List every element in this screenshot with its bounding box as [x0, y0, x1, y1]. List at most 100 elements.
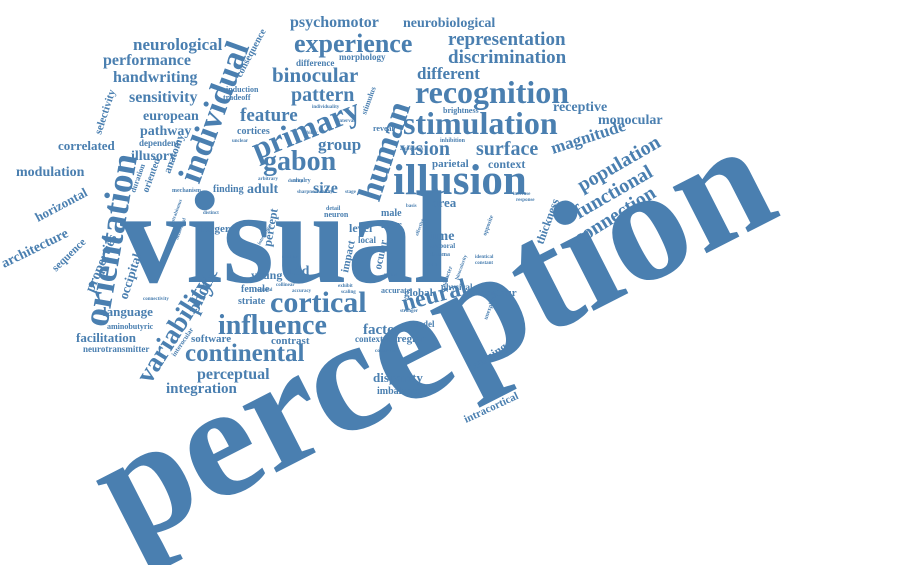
- word-contour: contour: [480, 287, 517, 299]
- word-perceptual: perceptual: [197, 366, 270, 383]
- word-discrimination: discrimination: [448, 47, 567, 68]
- word-effective: effective: [415, 218, 426, 237]
- word-software: software: [191, 333, 231, 345]
- word-healthy: healthy: [317, 190, 333, 195]
- word-stimulation: stimulation: [403, 105, 558, 141]
- word-male: male: [381, 208, 402, 219]
- word-factor: factor: [363, 322, 402, 338]
- word-stimulus: stimulus: [359, 85, 377, 115]
- word-reveal: reveal: [373, 124, 395, 133]
- word-arbitrary: arbitrary: [258, 177, 278, 182]
- word-parietal: parietal: [432, 158, 469, 170]
- word-receptive: receptive: [553, 100, 607, 115]
- word-neurological: neurological: [133, 35, 223, 54]
- word-pattern: pattern: [291, 84, 354, 106]
- word-field: field: [283, 264, 310, 279]
- word-ambiguous: ambiguous: [400, 147, 423, 152]
- word-collinear: collinear: [276, 283, 295, 288]
- word-accurate: accurate: [381, 286, 411, 295]
- word-scaling: scaling: [341, 290, 356, 295]
- word-facilitation: facilitation: [76, 330, 137, 345]
- word-finding: finding: [213, 184, 244, 195]
- word-distinct: distinct: [203, 211, 219, 216]
- word-unclear: unclear: [232, 139, 249, 144]
- word-cortical: cortical: [270, 286, 367, 319]
- word-female: female: [241, 284, 270, 295]
- word-vision: vision: [400, 138, 450, 160]
- word-reflect: reflect: [384, 273, 398, 278]
- word-neurotransmitter: neurotransmitter: [83, 344, 149, 354]
- word-adult: adult: [247, 182, 278, 197]
- word-time: time: [428, 229, 454, 244]
- word-aminobutyric: aminobutyric: [107, 322, 154, 331]
- word-striate: striate: [238, 296, 266, 307]
- word-modulation: modulation: [16, 165, 85, 180]
- word-induction: induction: [226, 85, 259, 94]
- word-different: different: [417, 64, 480, 83]
- word-surface: surface: [476, 138, 538, 160]
- word-selectivity: selectivity: [92, 88, 118, 136]
- word-response: response: [516, 198, 535, 203]
- word-integration: integration: [166, 381, 237, 397]
- word-detail: detail: [326, 206, 341, 212]
- word-smaller: smaller: [282, 255, 299, 260]
- word-cortices: cortices: [237, 126, 270, 137]
- word-young: young: [251, 268, 282, 282]
- word-chiasma: chiasma: [429, 252, 450, 258]
- word-gabon: gabon: [263, 146, 337, 177]
- word-conscious: conscious: [375, 349, 395, 354]
- word-european: european: [143, 109, 199, 124]
- word-monocular: monocular: [598, 113, 663, 128]
- word-physical: physical: [441, 282, 473, 292]
- word-disparity: disparity: [373, 370, 423, 385]
- word-experience: experience: [294, 29, 412, 58]
- word-identical: identical: [475, 255, 494, 260]
- word-language: language: [103, 304, 153, 319]
- word-brightness: brightness: [443, 106, 479, 115]
- word-influence: influence: [218, 310, 327, 341]
- word-stronger: stronger: [400, 309, 419, 314]
- word-global: global: [404, 287, 433, 299]
- word-area: area: [432, 195, 457, 210]
- word-neuron: neuron: [324, 210, 349, 219]
- word-sensitivity: sensitivity: [129, 89, 197, 106]
- word-interval: interval: [338, 119, 355, 124]
- word-dependent: dependent: [139, 138, 179, 148]
- word-neurobiological: neurobiological: [403, 16, 495, 31]
- word-accuracy: accuracy: [292, 289, 312, 294]
- word-representation: representation: [448, 29, 566, 50]
- word-larger: larger: [201, 223, 230, 235]
- word-mechanism: mechanism: [172, 188, 201, 194]
- word-recognition: recognition: [415, 74, 569, 110]
- word-local: local: [358, 235, 376, 245]
- word-horizontal: horizontal: [32, 184, 90, 224]
- word-continental: continental: [185, 340, 305, 367]
- word-group: group: [318, 135, 361, 154]
- word-difference: difference: [296, 58, 334, 68]
- word-inhibition: inhibition: [440, 138, 466, 144]
- word-asian: asian: [424, 262, 438, 268]
- word-duality: duality: [288, 179, 304, 184]
- word-exhibit: exhibit: [338, 284, 353, 289]
- word-tradeoff: tradeoff: [223, 93, 251, 102]
- word-constant: constant: [475, 261, 493, 266]
- word-illusory: illusory: [131, 149, 176, 164]
- word-performance: performance: [103, 52, 191, 69]
- word-handwriting: handwriting: [113, 69, 197, 86]
- word-region: region: [397, 333, 427, 345]
- word-regional: regional: [255, 288, 273, 293]
- word-binocular: binocular: [272, 63, 358, 87]
- word-sharpness: sharpness: [297, 190, 318, 195]
- word-contextual: contextual: [355, 334, 395, 344]
- word-imbalance: imbalance: [377, 386, 421, 397]
- word-rivalry: rivalry: [293, 178, 311, 184]
- word-stage: stage: [345, 190, 357, 195]
- word-size: size: [313, 180, 338, 197]
- word-basis: basis: [406, 204, 417, 209]
- word-context: context: [488, 157, 525, 171]
- word-feature: feature: [240, 105, 298, 126]
- word-connectivity: connectivity: [143, 297, 169, 302]
- word-contrast: contrast: [271, 335, 310, 347]
